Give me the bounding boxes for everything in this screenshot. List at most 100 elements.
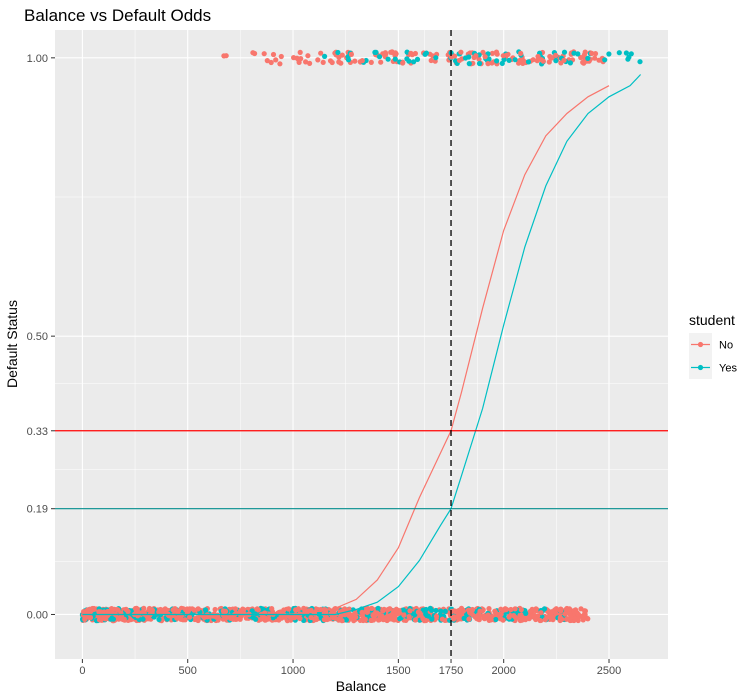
legend-label-yes: Yes (719, 363, 737, 375)
data-point-yes (525, 59, 532, 65)
data-point-no (330, 614, 336, 621)
data-point-no (96, 617, 103, 623)
data-point-yes (400, 607, 406, 613)
data-point-no (161, 608, 167, 615)
data-point-no (323, 614, 329, 620)
data-point-yes (372, 49, 378, 56)
data-point-no (125, 608, 131, 615)
data-point-no (364, 609, 370, 615)
data-point-yes (461, 615, 467, 622)
y-axis-title: Default Status (4, 300, 20, 388)
data-point-no (320, 59, 326, 65)
data-point-no (305, 53, 311, 59)
data-point-no (270, 51, 277, 58)
data-point-no (336, 59, 342, 65)
data-point-yes (433, 55, 439, 61)
data-point-no (388, 616, 395, 622)
data-point-no (473, 53, 479, 59)
x-axis-title: Balance (336, 678, 387, 694)
data-point-no (523, 615, 529, 622)
data-point-no (286, 606, 292, 612)
data-point-no (387, 606, 393, 612)
data-point-no (534, 58, 540, 64)
data-point-no (504, 52, 510, 58)
data-point-no (156, 609, 162, 615)
data-point-no (580, 617, 586, 623)
data-point-no (582, 49, 588, 55)
data-point-no (348, 613, 354, 619)
data-point-no (393, 611, 399, 617)
fit-curve-no (82, 85, 610, 616)
x-tick-label: 2000 (491, 665, 515, 677)
plot-panel (55, 30, 668, 659)
data-point-no (549, 614, 555, 620)
data-point-no (506, 614, 512, 620)
data-point-no (297, 49, 303, 56)
data-point-no (146, 605, 153, 612)
data-point-no (498, 616, 504, 622)
data-point-no (412, 50, 418, 57)
data-point-yes (523, 610, 529, 617)
data-point-no (448, 54, 454, 60)
data-point-yes (427, 605, 433, 612)
data-point-no (485, 614, 491, 620)
data-point-no (589, 50, 595, 57)
data-point-no (183, 607, 189, 613)
data-point-yes (602, 57, 608, 63)
data-point-no (535, 613, 541, 619)
data-point-no (433, 613, 440, 619)
data-point-no (572, 615, 578, 622)
data-point-yes (423, 606, 429, 613)
data-point-no (369, 605, 375, 612)
data-point-yes (414, 56, 421, 63)
data-point-no (348, 51, 354, 58)
data-point-yes (512, 57, 518, 63)
data-point-no (264, 58, 270, 64)
data-point-yes (375, 605, 381, 612)
y-axis-ticks: 0.00 0.19 0.33 0.50 1.00 (27, 53, 55, 621)
data-point-yes (140, 616, 146, 622)
data-point-no (141, 605, 147, 612)
data-point-no (585, 616, 591, 622)
data-point-no (278, 53, 284, 60)
data-point-no (439, 616, 445, 622)
data-point-no (82, 616, 88, 623)
data-point-no (562, 611, 568, 617)
data-point-no (105, 609, 111, 615)
data-point-no (339, 618, 345, 624)
data-point-no (232, 606, 238, 612)
data-point-yes (429, 616, 435, 622)
data-point-yes (499, 60, 505, 66)
x-axis-ticks: 0 500 1000 1500 1750 2000 2500 (79, 659, 621, 677)
data-point-yes (442, 608, 448, 615)
data-point-no (412, 617, 418, 623)
data-point-no (503, 606, 509, 613)
data-point-no (396, 608, 402, 614)
data-point-no (182, 617, 188, 623)
x-tick-label: 1500 (386, 665, 410, 677)
data-point-no (308, 614, 314, 621)
data-point-no (401, 612, 407, 618)
data-point-no (519, 617, 525, 623)
data-point-yes (322, 53, 328, 60)
data-point-no (223, 53, 229, 59)
data-point-no (458, 49, 464, 55)
data-point-yes (637, 59, 643, 65)
data-point-no (580, 59, 586, 65)
data-point-no (469, 607, 476, 613)
data-point-no (389, 611, 395, 617)
data-point-no (451, 616, 457, 622)
data-point-no (237, 611, 243, 617)
data-point-no (252, 50, 258, 57)
data-point-no (592, 51, 599, 57)
data-point-yes (567, 60, 574, 66)
data-point-no (518, 607, 524, 613)
data-point-no (298, 56, 304, 62)
y-tick-label: 0.50 (27, 331, 48, 343)
data-point-yes (606, 51, 612, 57)
data-point-yes (616, 50, 622, 56)
data-point-no (592, 55, 598, 61)
data-point-no (303, 59, 309, 65)
data-point-yes (494, 58, 500, 64)
data-point-no (558, 606, 564, 612)
